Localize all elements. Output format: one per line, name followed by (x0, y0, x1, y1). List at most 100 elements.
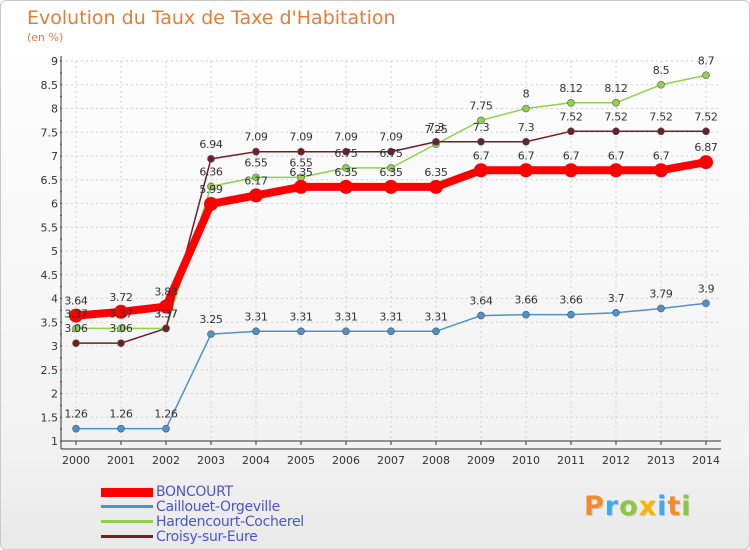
data-label: 8 (523, 88, 530, 101)
data-label: 3.37 (154, 307, 178, 320)
data-label: 8.12 (559, 82, 582, 95)
data-label: 1.26 (109, 408, 133, 421)
data-point (702, 299, 710, 308)
logo-letter: P (584, 491, 605, 522)
data-label: 3.9 (698, 282, 715, 295)
data-point (612, 308, 620, 317)
y-tick-label: 8 (51, 103, 58, 116)
data-label: 7.52 (604, 110, 627, 123)
data-point (72, 424, 80, 433)
data-point (567, 99, 575, 107)
data-label: 6.35 (424, 166, 448, 179)
data-point (567, 310, 575, 319)
logo-letter: x (638, 491, 658, 522)
y-tick-label: 3 (51, 340, 58, 353)
legend-swatch (101, 505, 153, 508)
data-point (252, 173, 260, 182)
data-label: 7.25 (424, 123, 448, 136)
y-tick-label: 5.5 (41, 221, 59, 234)
x-tick-label: 2002 (152, 454, 180, 467)
data-point (249, 188, 263, 203)
data-point (432, 137, 440, 146)
data-label: 6.36 (199, 165, 223, 178)
data-point (429, 179, 443, 194)
data-point (477, 311, 485, 320)
y-tick-label: 2 (51, 388, 58, 401)
legend-label: Hardencourt-Cocherel (156, 514, 304, 530)
x-tick-label: 2005 (287, 454, 315, 467)
data-label: 3.83 (154, 286, 178, 299)
data-label: 3.64 (64, 295, 88, 308)
data-point (339, 179, 353, 194)
data-point (342, 164, 350, 172)
x-tick-label: 2014 (692, 454, 720, 467)
data-point (612, 99, 620, 107)
x-tick-label: 2007 (377, 454, 405, 467)
data-point (702, 127, 710, 136)
data-point (117, 339, 125, 347)
data-point (117, 324, 125, 333)
logo-letter: i (657, 491, 668, 522)
data-label: 6.55 (244, 156, 268, 169)
y-tick-label: 3.5 (41, 316, 59, 329)
data-point (159, 299, 173, 314)
data-point (654, 163, 668, 178)
data-point (117, 424, 125, 433)
data-label: 6.87 (694, 141, 718, 154)
y-tick-label: 7 (51, 150, 58, 163)
data-point (114, 304, 128, 319)
logo-letter: t (667, 491, 682, 522)
data-point (519, 163, 533, 178)
legend-swatch (101, 535, 153, 538)
data-point (252, 147, 260, 156)
data-point (477, 137, 485, 146)
y-tick-label: 4 (51, 293, 58, 306)
data-label: 7.09 (289, 131, 313, 144)
data-point (162, 424, 170, 433)
data-point (207, 182, 215, 191)
data-point (162, 324, 170, 333)
data-label: 6.17 (244, 174, 268, 187)
legend-label: Croisy-sur-Eure (156, 529, 258, 545)
data-point (699, 155, 713, 170)
data-label: 6.7 (518, 149, 535, 162)
data-point (72, 339, 80, 347)
data-label: 6.7 (563, 149, 580, 162)
data-point (522, 310, 530, 319)
data-label: 6.35 (334, 166, 358, 179)
data-label: 3.31 (334, 310, 357, 323)
data-label: 7.52 (694, 110, 717, 123)
data-label: 7.3 (518, 121, 535, 134)
data-label: 3.06 (109, 322, 133, 335)
data-label: 3.37 (109, 307, 133, 320)
data-label: 1.26 (64, 408, 88, 421)
x-tick-label: 2004 (242, 454, 270, 467)
data-label: 8.5 (653, 64, 670, 77)
data-label: 3.64 (469, 295, 493, 308)
data-label: 3.37 (154, 307, 178, 320)
x-tick-label: 2012 (602, 454, 630, 467)
x-tick-label: 2010 (512, 454, 540, 467)
x-tick-label: 2003 (197, 454, 225, 467)
data-point (207, 155, 215, 163)
data-point (297, 327, 305, 336)
data-point (477, 116, 485, 125)
data-label: 3.31 (244, 310, 267, 323)
data-point (474, 163, 488, 178)
logo-letter: i (681, 491, 692, 522)
data-point (657, 304, 665, 313)
logo-letter: r (604, 491, 620, 522)
data-label: 5.99 (199, 183, 223, 196)
data-point (294, 179, 308, 194)
data-point (564, 163, 578, 178)
x-tick-label: 2011 (557, 454, 585, 467)
data-label: 7.3 (473, 121, 490, 134)
data-point (207, 330, 215, 338)
y-tick-label: 7.5 (41, 126, 59, 139)
data-label: 8.7 (698, 54, 715, 67)
data-label: 7.75 (469, 99, 493, 112)
data-point (657, 80, 665, 89)
data-point (204, 196, 218, 211)
legend-swatch (101, 520, 153, 523)
